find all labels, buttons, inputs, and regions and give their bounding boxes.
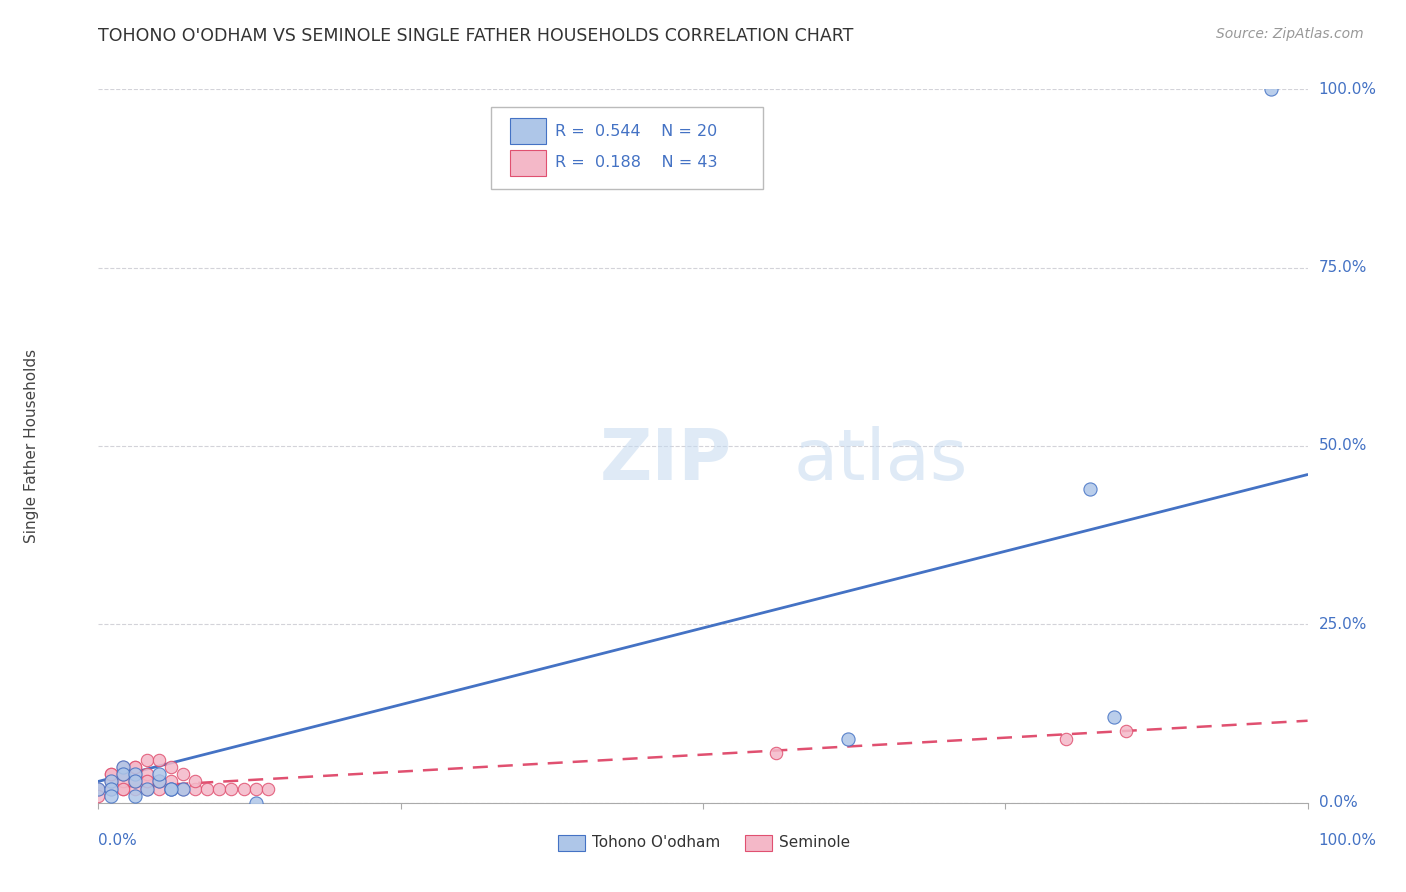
Point xyxy=(124,774,146,789)
Point xyxy=(172,781,194,796)
Point xyxy=(100,774,122,789)
Point xyxy=(100,774,122,789)
Point xyxy=(111,760,134,774)
Text: TOHONO O'ODHAM VS SEMINOLE SINGLE FATHER HOUSEHOLDS CORRELATION CHART: TOHONO O'ODHAM VS SEMINOLE SINGLE FATHER… xyxy=(98,27,853,45)
Point xyxy=(135,774,157,789)
Point xyxy=(256,781,278,796)
Point xyxy=(184,774,207,789)
Text: 25.0%: 25.0% xyxy=(1319,617,1367,632)
Text: Single Father Households: Single Father Households xyxy=(24,349,39,543)
Point xyxy=(124,774,146,789)
Text: 100.0%: 100.0% xyxy=(1319,833,1376,848)
Text: 75.0%: 75.0% xyxy=(1319,260,1367,275)
Point xyxy=(124,760,146,774)
Text: 50.0%: 50.0% xyxy=(1319,439,1367,453)
Point xyxy=(245,796,267,810)
Point xyxy=(148,774,170,789)
Point xyxy=(837,731,859,746)
Point xyxy=(111,767,134,781)
Point xyxy=(1054,731,1077,746)
Point xyxy=(124,760,146,774)
Text: 0.0%: 0.0% xyxy=(98,833,138,848)
Point xyxy=(87,789,110,803)
Bar xyxy=(509,150,546,176)
Point xyxy=(111,774,134,789)
Point xyxy=(100,781,122,796)
Point xyxy=(184,781,207,796)
Point xyxy=(148,753,170,767)
Point xyxy=(135,781,157,796)
Text: Seminole: Seminole xyxy=(779,835,851,850)
Point xyxy=(221,781,243,796)
Point xyxy=(111,767,134,781)
Point xyxy=(87,781,110,796)
Point xyxy=(87,781,110,796)
Point xyxy=(135,774,157,789)
Point xyxy=(765,746,787,760)
Point xyxy=(195,781,218,796)
Point xyxy=(135,767,157,781)
Text: R =  0.188    N = 43: R = 0.188 N = 43 xyxy=(555,155,718,170)
Point xyxy=(135,781,157,796)
Text: 0.0%: 0.0% xyxy=(1319,796,1357,810)
Point xyxy=(160,781,183,796)
Point xyxy=(1260,82,1282,96)
Point xyxy=(100,781,122,796)
Point xyxy=(111,781,134,796)
Point xyxy=(160,781,183,796)
Point xyxy=(148,774,170,789)
Point xyxy=(100,767,122,781)
Point xyxy=(208,781,231,796)
Bar xyxy=(509,119,546,145)
Point xyxy=(232,781,254,796)
Point xyxy=(100,767,122,781)
Point xyxy=(100,789,122,803)
Point xyxy=(124,781,146,796)
Point xyxy=(148,774,170,789)
Point xyxy=(111,781,134,796)
Text: atlas: atlas xyxy=(793,425,969,495)
Point xyxy=(160,774,183,789)
Point xyxy=(172,767,194,781)
Point xyxy=(111,760,134,774)
Bar xyxy=(745,835,772,851)
Point xyxy=(1078,482,1101,496)
Point xyxy=(245,781,267,796)
Text: Source: ZipAtlas.com: Source: ZipAtlas.com xyxy=(1216,27,1364,41)
Text: 100.0%: 100.0% xyxy=(1319,82,1376,96)
Point xyxy=(172,781,194,796)
Point xyxy=(148,781,170,796)
Point xyxy=(1115,724,1137,739)
Text: R =  0.544    N = 20: R = 0.544 N = 20 xyxy=(555,124,717,139)
Point xyxy=(124,767,146,781)
Point xyxy=(1102,710,1125,724)
Point xyxy=(160,781,183,796)
Point xyxy=(124,774,146,789)
Point xyxy=(124,789,146,803)
Point xyxy=(148,767,170,781)
Point xyxy=(111,767,134,781)
Point xyxy=(124,767,146,781)
Point xyxy=(135,753,157,767)
Bar xyxy=(558,835,585,851)
Point xyxy=(160,760,183,774)
Text: Tohono O'odham: Tohono O'odham xyxy=(592,835,720,850)
FancyBboxPatch shape xyxy=(492,107,763,189)
Text: ZIP: ZIP xyxy=(600,425,733,495)
